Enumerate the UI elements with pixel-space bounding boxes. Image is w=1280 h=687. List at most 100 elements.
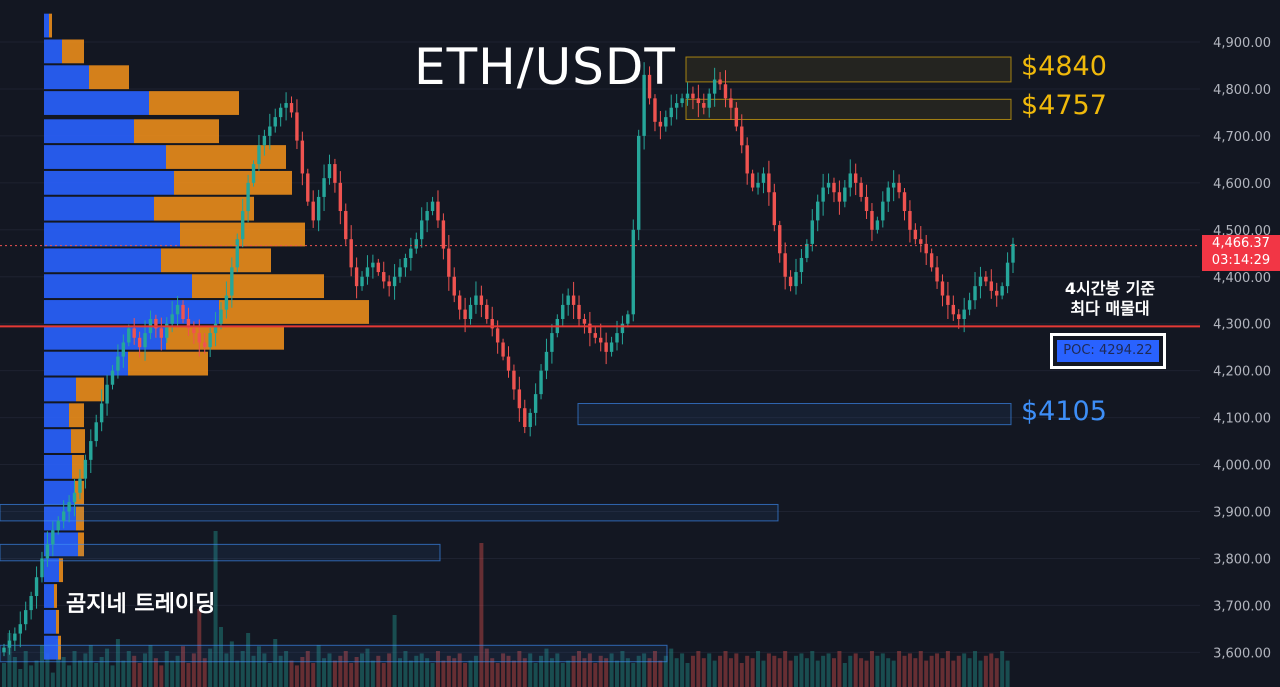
profile-buy-bar bbox=[44, 300, 219, 324]
volume-bar bbox=[484, 648, 489, 687]
level-label-4105: $4105 bbox=[1021, 396, 1107, 428]
volume-bar bbox=[170, 660, 175, 687]
candle-body bbox=[832, 182, 836, 193]
profile-buy-bar bbox=[44, 170, 174, 195]
volume-bar bbox=[468, 660, 473, 687]
volume-bar bbox=[153, 658, 158, 687]
candle-body bbox=[1011, 243, 1015, 263]
candle-body bbox=[794, 272, 798, 287]
candle-body bbox=[316, 196, 321, 221]
y-tick-label: 3,900.00 bbox=[1213, 506, 1271, 521]
volume-bar bbox=[707, 653, 712, 687]
candle-body bbox=[289, 103, 294, 113]
volume-bar bbox=[446, 655, 451, 687]
volume-bar bbox=[414, 655, 419, 687]
candle-body bbox=[913, 229, 918, 240]
volume-bar bbox=[72, 651, 77, 687]
profile-sell-bar bbox=[166, 145, 286, 169]
poc-annotation-line-1: 4시간봉 기준 bbox=[1064, 279, 1156, 298]
volume-bar bbox=[94, 663, 99, 687]
candle-body bbox=[1000, 286, 1004, 296]
volume-bar bbox=[756, 651, 761, 687]
candle-body bbox=[772, 192, 777, 226]
candle-body bbox=[452, 276, 456, 296]
candle-body bbox=[550, 333, 554, 352]
candle-body bbox=[18, 624, 22, 634]
candle-body bbox=[110, 370, 115, 385]
candle-body bbox=[946, 295, 950, 305]
volume-bar bbox=[240, 651, 245, 687]
candle-body bbox=[577, 304, 581, 320]
profile-buy-bar bbox=[44, 248, 161, 273]
candle-body bbox=[962, 309, 966, 320]
profile-sell-bar bbox=[128, 351, 208, 376]
profile-buy-bar bbox=[44, 65, 89, 90]
y-tick-label: 4,100.00 bbox=[1213, 412, 1271, 427]
candle-body bbox=[919, 239, 923, 244]
candle-body bbox=[165, 323, 169, 338]
candle-body bbox=[479, 295, 484, 305]
candle-body bbox=[175, 304, 180, 315]
candle-body bbox=[718, 79, 722, 85]
y-tick-label: 4,600.00 bbox=[1213, 177, 1271, 192]
profile-buy-bar bbox=[44, 506, 76, 531]
candle-body bbox=[908, 211, 912, 230]
profile-sell-bar bbox=[166, 325, 284, 350]
volume-bar bbox=[989, 653, 994, 687]
candle-body bbox=[512, 370, 516, 390]
candle-body bbox=[257, 145, 261, 165]
profile-buy-bar bbox=[44, 609, 56, 634]
profile-sell-bar bbox=[58, 635, 61, 660]
y-tick-label: 3,800.00 bbox=[1213, 552, 1271, 567]
price-zone bbox=[577, 403, 1012, 426]
profile-sell-bar bbox=[174, 170, 292, 195]
candle-body bbox=[886, 187, 890, 202]
volume-bar bbox=[208, 648, 213, 687]
candle-body bbox=[599, 337, 603, 343]
volume-bar bbox=[945, 651, 950, 687]
candle-body bbox=[843, 187, 847, 202]
candle-body bbox=[78, 478, 82, 493]
volume-bar bbox=[392, 615, 397, 687]
volume-bar bbox=[278, 655, 283, 687]
volume-bar bbox=[213, 531, 218, 687]
current-price-tag: 4,466.37 03:14:29 bbox=[1202, 234, 1280, 271]
candle-body bbox=[685, 93, 690, 99]
volume-bar bbox=[853, 653, 858, 687]
candle-body bbox=[902, 192, 907, 212]
volume-bar bbox=[99, 657, 104, 687]
volume-bar bbox=[582, 658, 587, 687]
volume-bar bbox=[598, 655, 603, 687]
candle-body bbox=[387, 281, 391, 287]
volume-bar bbox=[50, 672, 55, 687]
volume-bar bbox=[918, 651, 923, 687]
volume-bar bbox=[143, 653, 148, 687]
candle-body bbox=[327, 164, 332, 179]
volume-bar bbox=[191, 653, 196, 687]
volume-bar bbox=[745, 655, 750, 687]
volume-bar bbox=[181, 646, 186, 687]
y-tick-label: 3,700.00 bbox=[1213, 599, 1271, 614]
candle-body bbox=[322, 178, 326, 197]
candle-body bbox=[788, 276, 793, 287]
volume-bar bbox=[473, 655, 478, 687]
volume-bar bbox=[587, 653, 592, 687]
volume-bar bbox=[560, 663, 565, 687]
candle-body bbox=[853, 173, 858, 183]
candle-body bbox=[463, 309, 467, 320]
volume-bar bbox=[110, 665, 115, 687]
candle-body bbox=[354, 267, 359, 287]
candle-body bbox=[490, 319, 494, 329]
volume-bar bbox=[88, 645, 93, 687]
candle-body bbox=[593, 333, 597, 338]
volume-bar bbox=[913, 658, 918, 687]
profile-buy-bar bbox=[44, 91, 149, 115]
candle-body bbox=[745, 145, 749, 174]
volume-bar bbox=[880, 653, 885, 687]
volume-bar bbox=[973, 651, 978, 687]
volume-bar bbox=[728, 658, 733, 687]
volume-bar bbox=[642, 653, 647, 687]
candle-body bbox=[647, 74, 652, 99]
candle-body bbox=[653, 98, 657, 122]
